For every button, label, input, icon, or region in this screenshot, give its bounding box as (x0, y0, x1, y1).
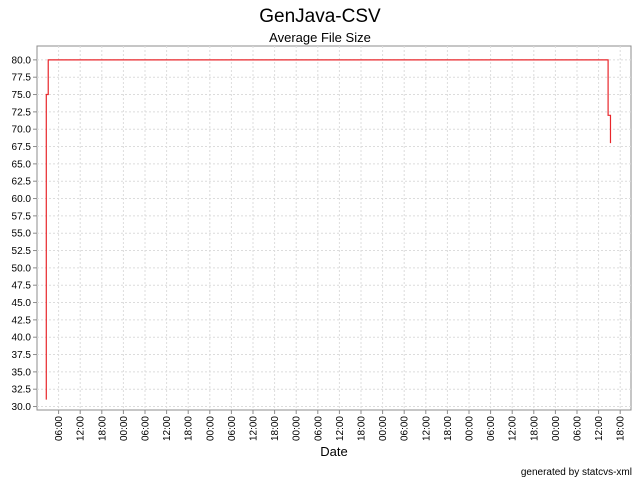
x-tick-label: 00:00 (205, 416, 216, 441)
x-tick-label: 06:00 (573, 416, 584, 441)
x-tick-label: 06:00 (486, 416, 497, 441)
y-tick-label: 62.5 (12, 177, 32, 188)
x-tick-label: 00:00 (378, 416, 389, 441)
chart-title: GenJava-CSV (259, 6, 381, 27)
x-tick-label: 12:00 (76, 416, 87, 441)
x-tick-label: 12:00 (335, 416, 346, 441)
x-tick-label: 18:00 (616, 416, 627, 441)
x-tick-label: 06:00 (141, 416, 152, 441)
footer-credit: generated by statcvs-xml (520, 467, 632, 478)
y-axis: 30.0 32.5 35.0 37.5 40.0 42.5 45.0 47.5 50.0 52.5… (12, 55, 37, 413)
x-tick-label: 18:00 (357, 416, 368, 441)
y-tick-label: 55.0 (12, 229, 32, 240)
y-tick-label: 65.0 (12, 159, 32, 170)
x-tick-label: 18:00 (184, 416, 195, 441)
y-tick-label: 57.5 (12, 211, 32, 222)
y-tick-label: 40.0 (12, 333, 32, 344)
x-axis-label: Date (320, 444, 348, 459)
x-tick-label: 00:00 (119, 416, 130, 441)
x-axis: 06:00 12:00 18:00 00:00 06:00 12:00 18:00 00:00… (54, 410, 627, 441)
x-tick-label: 06:00 (227, 416, 238, 441)
y-tick-label: 30.0 (12, 402, 32, 413)
chart-subtitle: Average File Size (269, 30, 371, 45)
x-tick-label: 06:00 (313, 416, 324, 441)
x-tick-label: 12:00 (594, 416, 605, 441)
y-tick-label: 77.5 (12, 73, 32, 84)
x-tick-label: 18:00 (97, 416, 108, 441)
y-tick-label: 47.5 (12, 281, 32, 292)
y-tick-label: 60.0 (12, 194, 32, 205)
series-lines (45, 59, 612, 400)
x-tick-label: 06:00 (400, 416, 411, 441)
x-tick-label: 18:00 (270, 416, 281, 441)
y-tick-label: 75.0 (12, 90, 32, 101)
y-tick-label: 80.0 (12, 55, 32, 66)
x-tick-label: 18:00 (443, 416, 454, 441)
y-tick-label: 35.0 (12, 367, 32, 378)
plot-area (36, 45, 632, 411)
x-tick-label: 12:00 (162, 416, 173, 441)
x-tick-label: 00:00 (292, 416, 303, 441)
y-tick-label: 70.0 (12, 125, 32, 136)
y-tick-label: 67.5 (12, 142, 32, 153)
x-tick-label: 12:00 (421, 416, 432, 441)
x-tick-label: 18:00 (529, 416, 540, 441)
y-tick-label: 42.5 (12, 315, 32, 326)
y-tick-label: 50.0 (12, 263, 32, 274)
y-tick-label: 37.5 (12, 350, 32, 361)
y-tick-label: 45.0 (12, 298, 32, 309)
x-tick-label: 00:00 (465, 416, 476, 441)
x-tick-label: 12:00 (249, 416, 260, 441)
y-tick-label: 52.5 (12, 246, 32, 257)
x-tick-label: 06:00 (54, 416, 65, 441)
y-tick-label: 72.5 (12, 107, 32, 118)
x-tick-label: 00:00 (551, 416, 562, 441)
series-line (45, 59, 612, 400)
x-tick-label: 12:00 (508, 416, 519, 441)
y-tick-label: 32.5 (12, 385, 32, 396)
